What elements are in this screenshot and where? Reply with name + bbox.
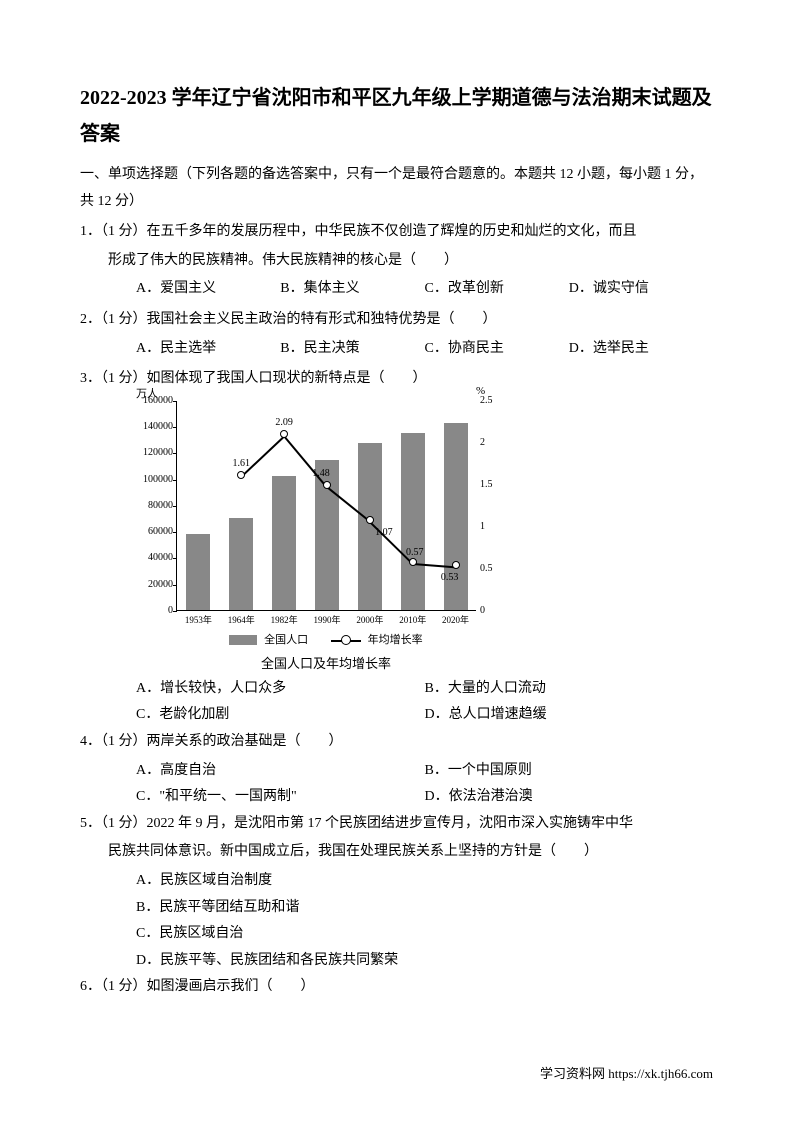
line-point bbox=[237, 471, 245, 479]
q5-stem2: 民族共同体意识。新中国成立后，我国在处理民族关系上坚持的方针是（ ） bbox=[80, 839, 713, 866]
y-left-tick: 20000 bbox=[137, 579, 173, 590]
q3-opt-d: D．总人口增速趋缓 bbox=[425, 702, 714, 729]
line-point bbox=[452, 561, 460, 569]
footer: 学习资料网 https://xk.tjh66.com bbox=[540, 1063, 713, 1082]
q2-opt-d: D．选举民主 bbox=[569, 336, 713, 363]
q3-stem: 3．（1 分）如图体现了我国人口现状的新特点是（ ） bbox=[80, 366, 713, 393]
q1-opt-c: C．改革创新 bbox=[425, 276, 569, 303]
x-label: 1953年 bbox=[178, 613, 218, 626]
bar bbox=[272, 476, 296, 610]
y-left-tick: 140000 bbox=[137, 421, 173, 432]
q3-opt-a: A．增长较快，人口众多 bbox=[136, 676, 425, 703]
chart-caption: 全国人口及年均增长率 bbox=[176, 653, 476, 672]
line-value-label: 1.61 bbox=[233, 458, 251, 469]
legend-line-icon bbox=[331, 635, 361, 645]
line-point bbox=[409, 558, 417, 566]
y-right-tick: 2.5 bbox=[480, 395, 506, 406]
y-right-tick: 0.5 bbox=[480, 563, 506, 574]
q6-stem: 6．（1 分）如图漫画启示我们（ ） bbox=[80, 974, 713, 1001]
q1-opt-d: D．诚实守信 bbox=[569, 276, 713, 303]
legend-bar-label: 全国人口 bbox=[264, 634, 308, 646]
x-label: 2010年 bbox=[393, 613, 433, 626]
q1-opt-a: A．爱国主义 bbox=[136, 276, 280, 303]
y-left-tick: 100000 bbox=[137, 474, 173, 485]
q3-opt-b: B．大量的人口流动 bbox=[425, 676, 714, 703]
bar bbox=[186, 534, 210, 610]
legend-line-label: 年均增长率 bbox=[368, 634, 423, 646]
y-left-tick: 40000 bbox=[137, 552, 173, 563]
y-right-tick: 0 bbox=[480, 605, 506, 616]
q4-opt-a: A．高度自治 bbox=[136, 758, 425, 785]
x-label: 1964年 bbox=[221, 613, 261, 626]
q5-opt-d: D．民族平等、民族团结和各民族共同繁荣 bbox=[80, 948, 713, 975]
q1-stem2: 形成了伟大的民族精神。伟大民族精神的核心是（ ） bbox=[80, 248, 713, 275]
q3-options-row2: C．老龄化加剧 D．总人口增速趋缓 bbox=[80, 702, 713, 729]
x-label: 1990年 bbox=[307, 613, 347, 626]
y-right-tick: 2 bbox=[480, 437, 506, 448]
line-segment bbox=[241, 435, 285, 476]
x-label: 2020年 bbox=[436, 613, 476, 626]
y-left-tick: 0 bbox=[137, 605, 173, 616]
q1-stem: 1．（1 分）在五千多年的发展历程中，中华民族不仅创造了辉煌的历史和灿烂的文化，… bbox=[80, 219, 713, 246]
line-value-label: 1.48 bbox=[312, 468, 330, 479]
q4-opt-b: B．一个中国原则 bbox=[425, 758, 714, 785]
line-point bbox=[280, 430, 288, 438]
line-point bbox=[366, 516, 374, 524]
y-right-tick: 1 bbox=[480, 521, 506, 532]
q4-stem: 4．（1 分）两岸关系的政治基础是（ ） bbox=[80, 729, 713, 756]
q1-options: A．爱国主义 B．集体主义 C．改革创新 D．诚实守信 bbox=[80, 276, 713, 303]
q3-opt-c: C．老龄化加剧 bbox=[136, 702, 425, 729]
x-label: 1982年 bbox=[264, 613, 304, 626]
q2-opt-c: C．协商民主 bbox=[425, 336, 569, 363]
q5-opt-b: B．民族平等团结互助和谐 bbox=[80, 895, 713, 922]
q4-options-row2: C．"和平统一、一国两制" D．依法治港治澳 bbox=[80, 784, 713, 811]
x-label: 2000年 bbox=[350, 613, 390, 626]
q1-opt-b: B．集体主义 bbox=[280, 276, 424, 303]
q2-opt-b: B．民主决策 bbox=[280, 336, 424, 363]
y-right-tick: 1.5 bbox=[480, 479, 506, 490]
chart-legend: 全国人口 年均增长率 bbox=[176, 631, 476, 647]
line-value-label: 1.07 bbox=[375, 527, 393, 538]
q4-options-row1: A．高度自治 B．一个中国原则 bbox=[80, 758, 713, 785]
line-point bbox=[323, 481, 331, 489]
line-value-label: 0.53 bbox=[441, 572, 459, 583]
q5-stem: 5．（1 分）2022 年 9 月，是沈阳市第 17 个民族团结进步宣传月，沈阳… bbox=[80, 811, 713, 838]
population-chart: 万人 % 02000040000600008000010000012000014… bbox=[136, 401, 476, 672]
q2-options: A．民主选举 B．民主决策 C．协商民主 D．选举民主 bbox=[80, 336, 713, 363]
y-left-tick: 80000 bbox=[137, 500, 173, 511]
doc-title: 2022-2023 学年辽宁省沈阳市和平区九年级上学期道德与法治期末试题及答案 bbox=[80, 80, 713, 152]
line-value-label: 2.09 bbox=[275, 417, 293, 428]
q3-options-row1: A．增长较快，人口众多 B．大量的人口流动 bbox=[80, 676, 713, 703]
q4-opt-c: C．"和平统一、一国两制" bbox=[136, 784, 425, 811]
y-left-tick: 120000 bbox=[137, 447, 173, 458]
q5-opt-a: A．民族区域自治制度 bbox=[80, 868, 713, 895]
q5-opt-c: C．民族区域自治 bbox=[80, 921, 713, 948]
q2-opt-a: A．民主选举 bbox=[136, 336, 280, 363]
q4-opt-d: D．依法治港治澳 bbox=[425, 784, 714, 811]
line-value-label: 0.57 bbox=[406, 547, 424, 558]
y-left-tick: 60000 bbox=[137, 526, 173, 537]
y-left-tick: 160000 bbox=[137, 395, 173, 406]
q2-stem: 2．（1 分）我国社会主义民主政治的特有形式和独特优势是（ ） bbox=[80, 307, 713, 334]
bar bbox=[401, 433, 425, 610]
legend-bar-icon bbox=[229, 635, 257, 645]
bar bbox=[229, 518, 253, 610]
section-header: 一、单项选择题（下列各题的备选答案中，只有一个是最符合题意的。本题共 12 小题… bbox=[80, 162, 713, 215]
